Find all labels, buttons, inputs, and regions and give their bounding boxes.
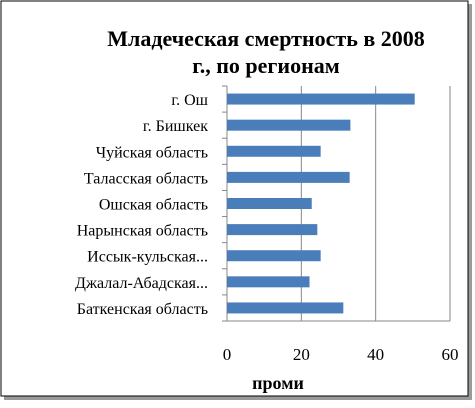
bar [227,224,318,236]
bar [227,93,415,105]
category-label: Джалал-Абадская... [75,275,208,292]
x-tick-label: 20 [293,345,310,364]
category-label: Ошская область [99,197,208,214]
bar [227,250,321,262]
category-label: Чуйская область [96,144,208,161]
x-tick-label: 0 [223,345,232,364]
bar [227,145,321,157]
x-tick-label: 40 [367,345,384,364]
category-labels: г. Ош г. Бишкек Чуйская область Таласская о… [75,92,209,318]
bar [227,171,350,183]
category-label: Иссык-кульская... [87,249,208,266]
category-label: г. Ош [171,92,208,109]
chart-title-line-2: г., по регионам [192,53,340,78]
bar [227,119,351,131]
bar [227,276,310,288]
x-axis-title: проми [252,373,304,393]
category-label: Таласская область [84,170,208,187]
bar [227,198,312,209]
category-label: г. Бишкек [143,118,208,135]
bar [227,302,344,314]
x-tick-labels: 0 20 40 60 [223,345,459,364]
chart-title-line-1: Младеческая смертность в 2008 [107,26,424,51]
x-tick-label: 60 [442,345,459,364]
bars [227,93,415,314]
category-label: Нарынская область [77,223,208,240]
category-label: Баткенская область [77,301,208,318]
